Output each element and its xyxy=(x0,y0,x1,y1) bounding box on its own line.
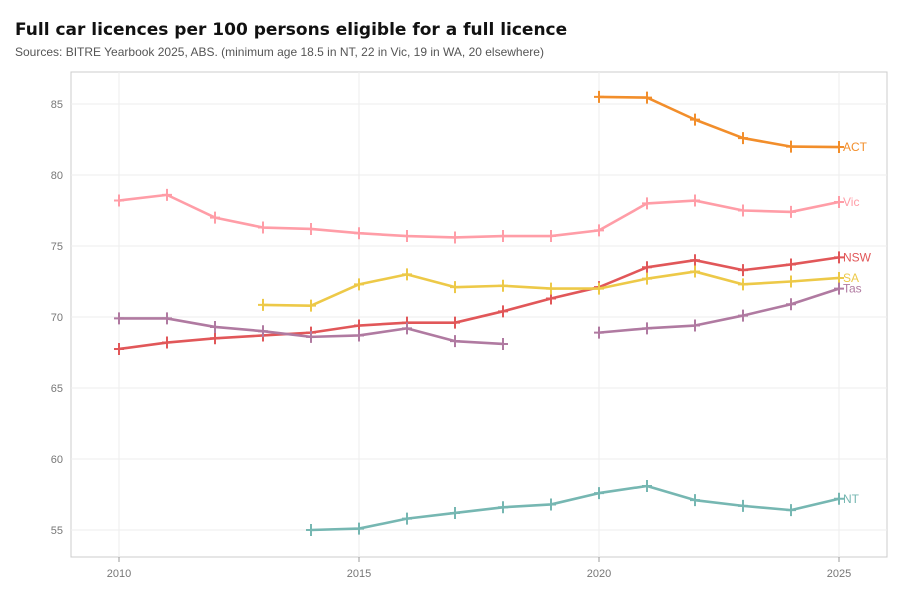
series-line-nsw xyxy=(118,256,840,351)
x-tick-label: 2020 xyxy=(587,568,611,580)
series-label-act: ACT xyxy=(843,140,868,154)
data-point xyxy=(690,113,700,126)
y-tick-label: 85 xyxy=(51,99,63,111)
data-point xyxy=(834,282,844,295)
x-tick-label: 2025 xyxy=(827,568,851,580)
data-point xyxy=(690,265,700,278)
data-point xyxy=(834,141,844,154)
y-tick-label: 75 xyxy=(51,241,63,253)
data-point xyxy=(786,258,796,271)
data-point xyxy=(498,337,508,350)
data-point xyxy=(834,271,844,284)
y-tick-label: 70 xyxy=(51,312,63,324)
data-point xyxy=(450,231,460,244)
data-point xyxy=(402,268,412,281)
data-point xyxy=(210,320,220,333)
data-point xyxy=(738,132,748,145)
data-point xyxy=(642,197,652,210)
data-point xyxy=(738,499,748,512)
data-point xyxy=(642,322,652,335)
y-tick-label: 65 xyxy=(51,383,63,395)
series-line-vic xyxy=(118,193,840,239)
data-point xyxy=(498,501,508,514)
chart-subtitle: Sources: BITRE Yearbook 2025, ABS. (mini… xyxy=(15,45,544,59)
series-label-nsw: NSW xyxy=(843,250,872,264)
plot-area xyxy=(70,71,888,558)
data-point xyxy=(306,222,316,235)
data-point xyxy=(594,224,604,237)
data-point xyxy=(450,281,460,294)
data-point xyxy=(594,90,604,103)
data-point xyxy=(738,278,748,291)
data-point xyxy=(786,205,796,218)
data-point xyxy=(498,305,508,318)
data-point xyxy=(402,322,412,335)
data-point xyxy=(594,282,604,295)
data-point xyxy=(354,227,364,240)
data-point xyxy=(354,329,364,342)
data-point xyxy=(690,494,700,507)
data-point xyxy=(210,211,220,224)
data-point xyxy=(642,261,652,274)
data-point xyxy=(546,498,556,511)
series-label-sa: SA xyxy=(843,271,859,285)
data-point xyxy=(450,335,460,348)
data-point xyxy=(546,282,556,295)
data-point xyxy=(834,251,844,264)
x-tick-label: 2015 xyxy=(347,568,371,580)
data-point xyxy=(834,492,844,505)
series-label-nt: NT xyxy=(843,492,860,506)
data-point xyxy=(114,312,124,325)
data-point xyxy=(258,298,268,311)
y-tick-label: 60 xyxy=(51,454,63,466)
data-point xyxy=(786,275,796,288)
data-point xyxy=(738,204,748,217)
data-point xyxy=(546,230,556,243)
data-point xyxy=(450,506,460,519)
data-point xyxy=(498,230,508,243)
data-point xyxy=(354,522,364,535)
data-point xyxy=(738,264,748,277)
chart-title: Full car licences per 100 persons eligib… xyxy=(15,20,568,40)
data-point xyxy=(690,254,700,267)
data-point xyxy=(306,330,316,343)
data-point xyxy=(402,512,412,525)
data-point xyxy=(642,272,652,285)
data-point xyxy=(498,279,508,292)
x-tick-label: 2010 xyxy=(107,568,131,580)
data-point xyxy=(738,309,748,322)
y-tick-label: 55 xyxy=(51,525,63,537)
data-point xyxy=(642,479,652,492)
data-point xyxy=(594,487,604,500)
data-point xyxy=(354,278,364,291)
data-point xyxy=(594,326,604,339)
series-label-tas: Tas xyxy=(843,282,862,296)
data-point xyxy=(786,504,796,517)
data-point xyxy=(834,195,844,208)
data-point xyxy=(306,524,316,536)
data-point xyxy=(690,319,700,332)
data-point xyxy=(306,299,316,312)
series-line-act xyxy=(598,95,840,149)
data-point xyxy=(114,342,124,355)
data-point xyxy=(642,91,652,104)
data-point xyxy=(114,194,124,207)
data-point xyxy=(786,140,796,153)
data-point xyxy=(162,336,172,349)
data-point xyxy=(162,188,172,201)
data-point xyxy=(162,312,172,325)
data-point xyxy=(450,316,460,329)
data-point xyxy=(402,230,412,243)
y-tick-label: 80 xyxy=(51,170,63,182)
data-point xyxy=(258,221,268,234)
data-point xyxy=(786,298,796,311)
data-point xyxy=(690,194,700,207)
data-point xyxy=(210,332,220,345)
series-line-nt xyxy=(310,484,840,532)
data-point xyxy=(258,325,268,338)
series-label-vic: Vic xyxy=(843,195,859,209)
